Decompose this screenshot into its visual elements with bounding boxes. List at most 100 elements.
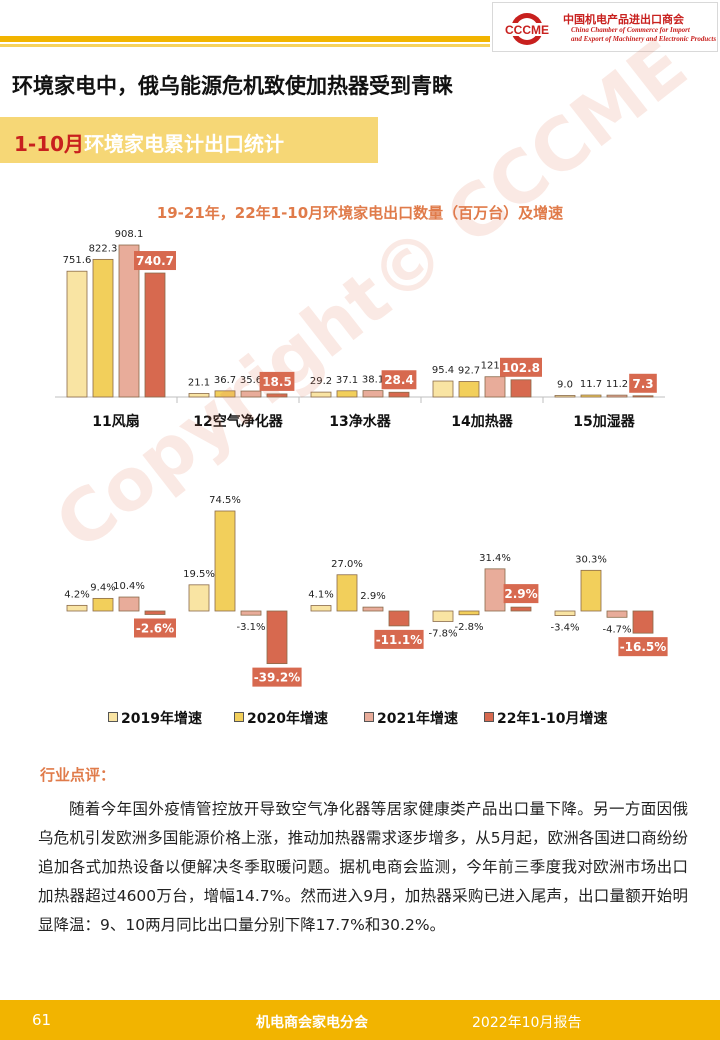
- chart1-value-box: [134, 251, 176, 271]
- chart2-value-label: 19.5%: [183, 569, 215, 580]
- comment-heading: 行业点评：: [40, 766, 116, 784]
- chart1-bar: [510, 379, 532, 398]
- chart2-value-label: -16.5%: [620, 640, 667, 654]
- chart2-value-box: [252, 667, 302, 687]
- chart2-bar: [214, 510, 236, 612]
- chart2-value-label: 30.3%: [575, 554, 607, 565]
- footer-org: 机电商会家电分会: [256, 1015, 368, 1031]
- chart1-bar: [388, 391, 410, 398]
- chart1-value-label: 36.7: [214, 375, 236, 386]
- chart1-value-box: [629, 373, 657, 393]
- chart1-value-label: 95.4: [432, 365, 454, 376]
- chart1-category-label: 11风扇: [92, 413, 139, 430]
- chart1-value-label: 21.1: [188, 377, 210, 388]
- chart2-value-label: -3.4%: [550, 623, 579, 634]
- chart2-bar: [554, 610, 576, 616]
- chart2-value-label: 74.5%: [209, 495, 241, 506]
- chart1-bar: [632, 395, 654, 398]
- chart1-value-label: 28.4: [384, 373, 414, 387]
- chart2-value-label: -39.2%: [254, 671, 301, 685]
- logo-english-line-2: and Export of Machinery and Electronic P…: [571, 35, 717, 43]
- chart2-bar: [188, 584, 210, 612]
- chart2-value-label: -4.7%: [602, 624, 631, 635]
- chart1-value-label: 7.3: [632, 377, 653, 391]
- chart2-bar: [388, 610, 410, 627]
- chart2-value-label: 10.4%: [113, 581, 145, 592]
- chart1-value-label: 35.6: [240, 375, 262, 386]
- chart1-bar: [266, 393, 288, 398]
- legend-label-2020: 2020年增速: [247, 711, 328, 727]
- header-accent-bar: [0, 36, 490, 42]
- chart2-bar: [606, 610, 628, 618]
- chart1-value-label: 121.1: [481, 361, 510, 372]
- footer: 61 机电商会家电分会 2022年10月报告: [0, 1000, 720, 1040]
- chart1-bar: [606, 394, 628, 398]
- chart2-bar: [240, 610, 262, 616]
- chart2-value-label: 2.9%: [504, 587, 537, 601]
- chart1-bar: [484, 376, 506, 398]
- page-title: 环境家电中，俄乌能源危机致使加热器受到青睐: [12, 74, 453, 98]
- chart1-value-label: 92.7: [458, 365, 480, 376]
- chart2-value-box: [134, 618, 176, 638]
- chart1-value-box: [259, 371, 295, 391]
- chart1-value-label: 751.6: [63, 255, 92, 266]
- charts-canvas: 751.6 21.1 29.2 95.4 9.0 822.3 36.7 37.1 92.7 11.…: [55, 229, 668, 687]
- chart2-value-box: [618, 637, 668, 657]
- page-number: 61: [32, 1011, 52, 1029]
- chart1-bar: [362, 390, 384, 398]
- chart1-bar: [92, 258, 114, 398]
- chart2-bar: [362, 606, 384, 612]
- legend-swatch-2020: [234, 712, 244, 722]
- header-accent-bar-thin: [0, 44, 490, 47]
- chart1-value-label: 38.1: [362, 375, 384, 386]
- legend-label-2022: 22年1-10月增速: [497, 711, 608, 727]
- legend-label-2021: 2021年增速: [377, 711, 458, 727]
- legend-swatch-2019: [108, 712, 118, 722]
- chart2-bar: [92, 597, 114, 612]
- legend-label-2019: 2019年增速: [121, 711, 202, 727]
- chart1-category-label: 15加湿器: [573, 414, 635, 430]
- section-title-prefix: 1-10月: [14, 132, 85, 156]
- chart2-bar: [432, 610, 454, 622]
- chart1-bar: [144, 272, 166, 398]
- chart1-value-label: 18.5: [262, 375, 292, 389]
- chart2-bar: [310, 605, 332, 612]
- chart2-bar: [66, 604, 88, 612]
- cccme-emblem-icon: CCCME: [499, 13, 555, 45]
- chart1-bar: [118, 244, 140, 398]
- chart1-value-box: [500, 357, 542, 377]
- chart1-value-box: [381, 370, 417, 390]
- chart1-bar: [580, 394, 602, 398]
- chart1-bar: [554, 395, 576, 398]
- chart1-value-label: 740.7: [136, 254, 174, 268]
- chart2-bar: [458, 610, 480, 616]
- chart2-value-label: 2.9%: [360, 591, 385, 602]
- chart1-bar: [458, 381, 480, 398]
- chart1-value-label: 822.3: [89, 243, 118, 254]
- chart1-category-label: 12空气净化器: [193, 413, 283, 430]
- chart1-bar: [214, 390, 236, 398]
- chart2-bar: [580, 569, 602, 612]
- logo-mark-text: CCCME: [505, 23, 549, 37]
- chart2-value-box: [503, 584, 539, 604]
- chart1-bar: [66, 270, 88, 398]
- chart1-bar: [432, 380, 454, 398]
- chart2-value-label: -11.1%: [376, 633, 423, 647]
- chart1-value-label: 9.0: [557, 379, 573, 390]
- chart-title: 19-21年，22年1-10月环境家电出口数量（百万台）及增速: [156, 204, 564, 222]
- chart2-value-label: 4.2%: [64, 589, 89, 600]
- chart1-bar: [188, 393, 210, 398]
- chart1-value-label: 29.2: [310, 376, 332, 387]
- section-title: 1-10月环境家电累计出口统计: [14, 128, 284, 157]
- chart2-value-label: 31.4%: [479, 553, 511, 564]
- section-banner: [0, 117, 378, 163]
- chart1-category-label: 14加热器: [451, 413, 513, 430]
- chart1-value-label: 11.2: [606, 379, 628, 390]
- logo-english-name: China Chamber of Commerce for Import and…: [571, 26, 716, 44]
- chart2-value-label: 9.4%: [90, 582, 115, 593]
- logo-chinese-name: 中国机电产品进出口商会: [563, 13, 684, 26]
- chart2-value-label: 4.1%: [308, 589, 333, 600]
- chart2-bar: [144, 610, 166, 615]
- chart2-value-label: -2.6%: [136, 621, 174, 635]
- chart1-value-label: 908.1: [115, 229, 144, 240]
